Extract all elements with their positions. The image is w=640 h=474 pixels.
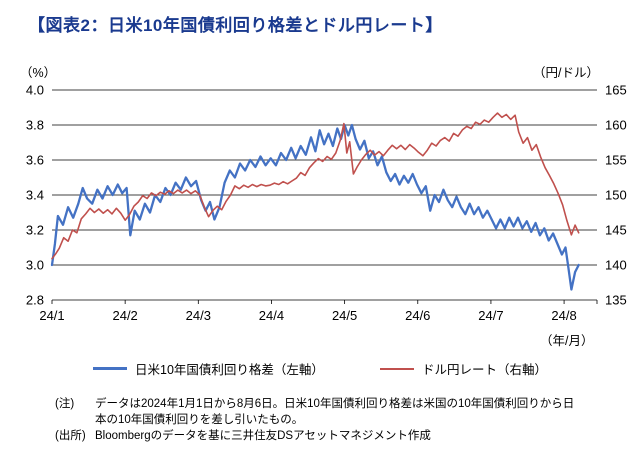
left-axis-tick-label: 3.0 [26, 258, 44, 273]
usdjpy-line-swatch [379, 367, 414, 370]
chart-legend: 日米10年国債利回り格差（左軸） ドル円レート（右軸） [0, 359, 640, 378]
legend-item-spread: 日米10年国債利回り格差（左軸） [93, 359, 324, 378]
left-axis-tick-label: 2.8 [26, 293, 44, 308]
source-row: (出所) Bloombergのデータを基に三井住友DSアセットマネジメント作成 [55, 429, 595, 445]
left-axis-tick-label: 3.2 [26, 223, 44, 238]
spread-line-swatch [93, 367, 128, 370]
right-axis-tick-label: 160 [605, 118, 627, 133]
right-axis-tick-label: 150 [605, 188, 627, 203]
left-axis-tick-label: 4.0 [26, 83, 44, 98]
x-axis-tick-label: 24/4 [259, 308, 284, 323]
legend-label-spread: 日米10年国債利回り格差（左軸） [135, 363, 324, 377]
right-axis-tick-label: 135 [605, 293, 627, 308]
right-axis-tick-label: 140 [605, 258, 627, 273]
x-axis-tick-label: 24/2 [112, 308, 137, 323]
left-axis-tick-label: 3.6 [26, 153, 44, 168]
line-chart: 4.0 165 3.8 160 3.6 155 3.4 150 3.2 145 3.0 140 2.8 1… [26, 83, 627, 324]
x-axis-tick-label: 24/7 [478, 308, 503, 323]
legend-label-usdjpy: ドル円レート（右軸） [421, 363, 547, 377]
right-axis-unit-label: （円/ドル） [533, 66, 599, 80]
left-axis-tick-label: 3.4 [26, 188, 44, 203]
spread-series-line [50, 123, 580, 291]
x-axis-tick-label: 24/5 [332, 308, 357, 323]
left-axis-tick-label: 3.8 [26, 118, 44, 133]
source-text: Bloombergのデータを基に三井住友DSアセットマネジメント作成 [95, 430, 431, 442]
x-axis-tick-label: 24/6 [405, 308, 430, 323]
note-text: データは2024年1月1日から8月6日。日米10年国債利回り格差は米国の10年国… [95, 398, 575, 426]
legend-item-usdjpy: ドル円レート（右軸） [379, 359, 547, 378]
right-axis-tick-label: 165 [605, 83, 627, 98]
right-axis-tick-label: 155 [605, 153, 627, 168]
left-axis-unit-label: （%） [20, 66, 57, 80]
source-label: (出所) [55, 430, 86, 442]
x-axis-tick-label: 24/1 [39, 308, 64, 323]
x-axis-tick-label: 24/3 [186, 308, 211, 323]
note-label: (注) [55, 398, 75, 410]
footnotes: (注) データは2024年1月1日から8月6日。日米10年国債利回り格差は米国の… [55, 397, 595, 446]
x-axis-unit-label: （年/月） [540, 334, 594, 348]
page-title: 【図表2：日米10年国債利回り格差とドル円レート】 [28, 16, 443, 35]
x-axis-tick-label: 24/8 [551, 308, 576, 323]
note-row: (注) データは2024年1月1日から8月6日。日米10年国債利回り格差は米国の… [55, 397, 595, 428]
usdjpy-series-line [51, 112, 580, 260]
right-axis-tick-label: 145 [605, 223, 627, 238]
